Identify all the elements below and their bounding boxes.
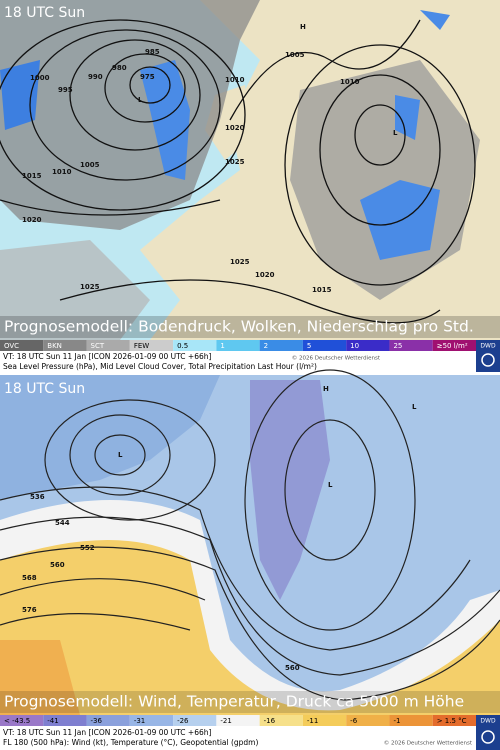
legend-label: 0.5 [177, 342, 188, 350]
isobar-label: 995 [58, 86, 73, 94]
legend-swatch [216, 715, 260, 726]
logo-icon [481, 730, 495, 744]
logo-icon [481, 353, 495, 367]
caption: Prognosemodell: Bodendruck, Wolken, Nied… [4, 318, 474, 336]
contour-label: 536 [30, 493, 45, 501]
legend-swatch [0, 340, 44, 351]
legend-label: < -43.5 [4, 717, 30, 725]
legend-swatch [43, 715, 87, 726]
isobar-label: 1020 [22, 216, 42, 224]
time-label: 18 UTC Sun [4, 5, 85, 21]
isobar-label: 1020 [225, 124, 245, 132]
legend-swatch [129, 340, 174, 351]
legend-swatch [346, 715, 390, 726]
legend-swatch [302, 715, 347, 726]
pressure-center: L [118, 451, 123, 459]
legend-label: SCT [91, 342, 105, 350]
caption: Prognosemodell: Wind, Temperatur, Druck … [4, 693, 464, 711]
legend-swatch [259, 715, 303, 726]
contour-label: 576 [22, 606, 37, 614]
isobar-label: 1025 [80, 283, 100, 291]
isobar-label: 1025 [225, 158, 245, 166]
legend-label: OVC [4, 342, 19, 350]
legend-label: 1 [220, 342, 224, 350]
contour-label: 568 [22, 574, 37, 582]
copyright: © 2026 Deutscher Wetterdienst [292, 355, 381, 362]
isobar-label: 1000 [30, 74, 50, 82]
legend: OVC BKN SCT FEW 0.5 1 2 5 10 25 ≥50 l/m² [0, 340, 476, 351]
legend-swatch [432, 340, 476, 351]
pressure-center: L [412, 403, 417, 411]
legend-label: -31 [134, 717, 145, 725]
legend-swatch [173, 340, 217, 351]
legend-label: -41 [47, 717, 58, 725]
legend-swatch [259, 340, 303, 351]
description: FL 180 (500 hPa): Wind (kt), Temperature… [3, 738, 258, 747]
legend-label: 25 [393, 342, 402, 350]
isobar-label: 1010 [225, 76, 245, 84]
isobar-label: 980 [112, 64, 127, 72]
pressure-center: L [393, 129, 398, 137]
legend-label: -36 [91, 717, 103, 725]
top-map: 1000 995 990 985 980 975 1005 1010 1015 … [0, 0, 500, 340]
contour-label: 544 [55, 519, 70, 527]
logo: DWD [480, 718, 496, 725]
logo-box [476, 715, 500, 750]
valid-time: VT: 18 UTC Sun 11 Jan [ICON 2026-01-09 0… [3, 352, 212, 361]
legend-label: 10 [350, 342, 359, 350]
isobar-label: 1010 [340, 78, 360, 86]
copyright: © 2026 Deutscher Wetterdienst [384, 740, 473, 747]
legend-swatch [86, 715, 130, 726]
legend-label: -16 [264, 717, 276, 725]
legend-swatch [86, 340, 130, 351]
legend-swatch [389, 340, 433, 351]
legend-swatch [173, 715, 217, 726]
legend-swatch [0, 715, 44, 726]
contour-label: 560 [50, 561, 65, 569]
pressure-center: L [328, 481, 333, 489]
contour-label: 560 [285, 664, 300, 672]
pressure-center: H [300, 23, 306, 31]
legend-swatch [129, 715, 174, 726]
isobar-label: 985 [145, 48, 160, 56]
legend: < -43.5 -41 -36 -31 -26 -21 -16 -11 -6 -1 > 1.5 °C [0, 715, 476, 726]
logo: DWD [480, 343, 496, 350]
legend-swatch [389, 715, 433, 726]
legend-swatch [302, 340, 347, 351]
legend-swatch [216, 340, 260, 351]
isobar-label: 975 [140, 73, 155, 81]
time-label: 18 UTC Sun [4, 381, 85, 397]
isobar-label: 1010 [52, 168, 72, 176]
valid-time: VT: 18 UTC Sun 11 Jan [ICON 2026-01-09 0… [3, 728, 212, 737]
legend-swatch [346, 340, 390, 351]
legend-label: BKN [47, 342, 62, 350]
legend-label: 5 [307, 342, 311, 350]
pressure-center: H [323, 385, 329, 393]
legend-label: > 1.5 °C [437, 717, 467, 725]
isobar-label: 1015 [22, 172, 42, 180]
isobar-label: 990 [88, 73, 103, 81]
description: Sea Level Pressure (hPa), Mid Level Clou… [3, 362, 317, 371]
contour-label: 552 [80, 544, 95, 552]
legend-label: -26 [177, 717, 189, 725]
legend-label: -1 [393, 717, 400, 725]
legend-swatch [43, 340, 87, 351]
legend-label: -11 [307, 717, 318, 725]
isobar-label: 1005 [80, 161, 100, 169]
bottom-map: 536 544 552 560 568 576 560 H L L L 18 U… [0, 369, 500, 715]
legend-label: -6 [350, 717, 358, 725]
legend-label: -21 [220, 717, 231, 725]
pressure-center: L [138, 96, 143, 104]
isobar-label: 1025 [230, 258, 250, 266]
legend-label: 2 [264, 342, 268, 350]
legend-label: ≥50 l/m² [437, 342, 468, 350]
isobar-label: 1005 [285, 51, 305, 59]
legend-label: FEW [134, 342, 149, 350]
legend-swatch [432, 715, 476, 726]
isobar-label: 1020 [255, 271, 275, 279]
isobar-label: 1015 [312, 286, 332, 294]
